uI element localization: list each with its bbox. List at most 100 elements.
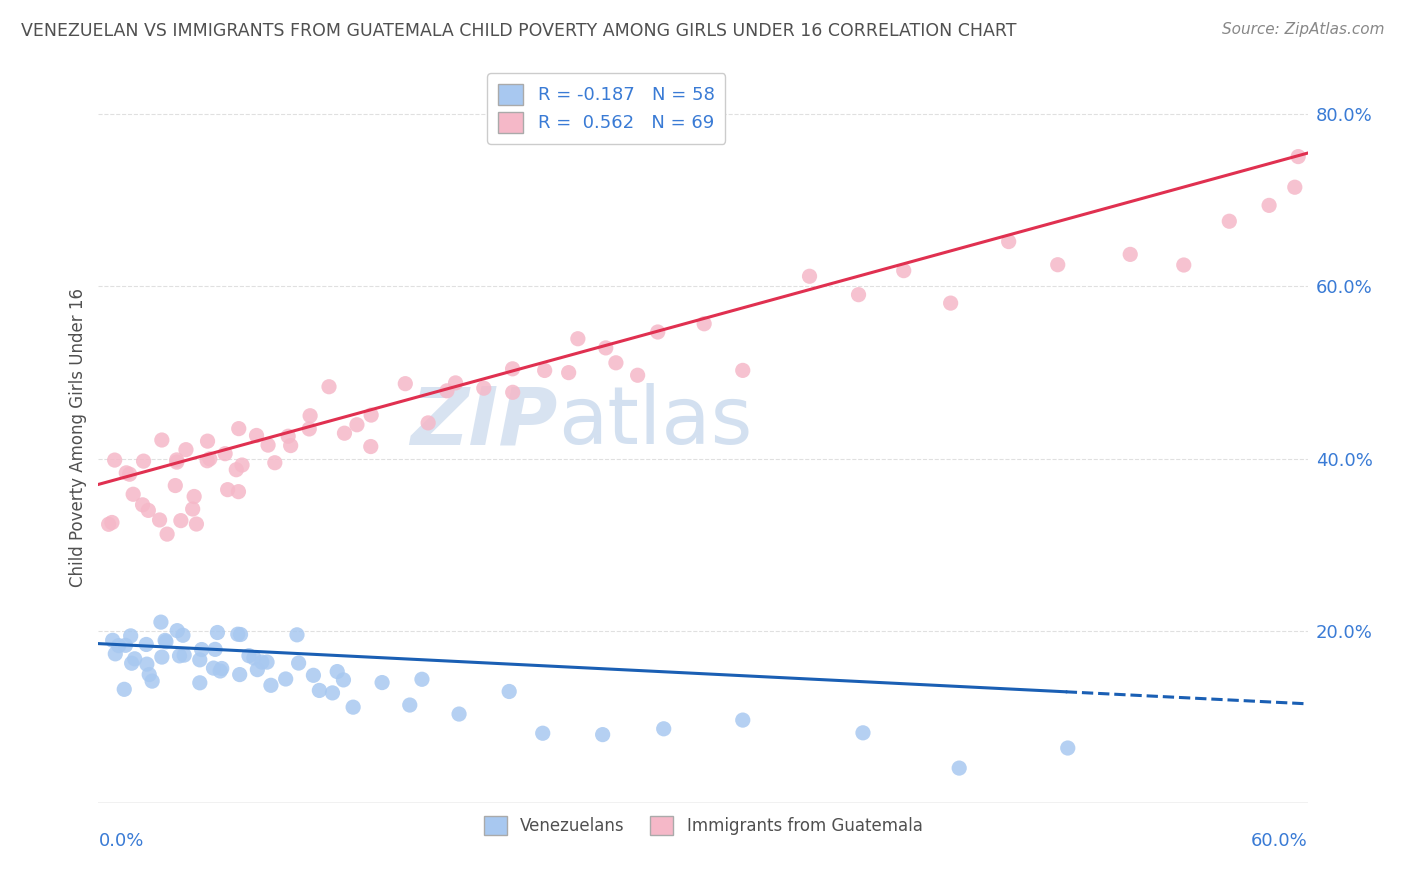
Point (333, 426, 356, 441)
Point (170, 514, 193, 528)
Point (229, 627, 252, 641)
Point (298, 422, 321, 436)
Point (166, 455, 188, 469)
Point (1286, 150, 1309, 164)
Point (318, 380, 340, 394)
Point (165, 478, 187, 492)
Point (231, 458, 253, 472)
Point (360, 440, 382, 454)
Point (302, 668, 325, 682)
Point (299, 409, 322, 423)
Point (135, 657, 157, 672)
Point (1218, 214, 1240, 228)
Point (217, 483, 239, 497)
Point (141, 674, 163, 689)
Point (112, 682, 135, 697)
Text: 0.0%: 0.0% (98, 832, 143, 850)
Point (138, 503, 160, 517)
Point (166, 453, 188, 467)
Point (557, 366, 579, 380)
Text: VENEZUELAN VS IMMIGRANTS FROM GUATEMALA CHILD POVERTY AMONG GIRLS UNDER 16 CORRE: VENEZUELAN VS IMMIGRANTS FROM GUATEMALA … (21, 22, 1017, 40)
Point (114, 638, 136, 652)
Point (195, 454, 218, 468)
Point (848, 287, 870, 301)
Point (172, 628, 194, 642)
Point (250, 655, 273, 669)
Point (228, 422, 250, 436)
Point (605, 356, 627, 370)
Point (190, 642, 212, 657)
Point (997, 235, 1019, 249)
Point (202, 661, 225, 675)
Point (132, 454, 155, 468)
Point (101, 633, 124, 648)
Point (472, 381, 495, 395)
Point (97, 517, 120, 532)
Point (121, 657, 143, 671)
Point (326, 665, 349, 679)
Point (567, 332, 589, 346)
Point (346, 417, 368, 432)
Point (204, 642, 226, 657)
Point (592, 728, 614, 742)
Point (595, 341, 617, 355)
Point (198, 451, 221, 466)
Point (183, 490, 205, 504)
Point (731, 363, 754, 377)
Point (444, 376, 467, 390)
Point (228, 484, 250, 499)
Point (246, 663, 269, 677)
Point (274, 672, 297, 686)
Point (1046, 258, 1069, 272)
Point (498, 684, 520, 698)
Point (173, 648, 195, 662)
Point (893, 263, 915, 277)
Point (174, 442, 197, 457)
Point (150, 650, 173, 665)
Point (118, 467, 141, 482)
Text: atlas: atlas (558, 384, 752, 461)
Point (308, 683, 330, 698)
Point (211, 661, 233, 675)
Point (502, 361, 524, 376)
Point (360, 408, 382, 422)
Point (225, 463, 247, 477)
Point (228, 667, 250, 681)
Point (948, 761, 970, 775)
Point (131, 498, 153, 512)
Y-axis label: Child Poverty Among Girls Under 16: Child Poverty Among Girls Under 16 (69, 287, 87, 587)
Point (166, 624, 188, 638)
Point (627, 368, 650, 383)
Point (104, 647, 127, 661)
Point (226, 627, 249, 641)
Point (245, 428, 267, 442)
Point (731, 713, 754, 727)
Point (321, 686, 343, 700)
Point (101, 516, 124, 530)
Point (1119, 247, 1142, 261)
Point (207, 625, 229, 640)
Point (186, 516, 208, 531)
Point (153, 633, 176, 648)
Point (398, 698, 420, 712)
Point (342, 700, 364, 714)
Point (693, 317, 716, 331)
Point (652, 722, 675, 736)
Text: ZIP: ZIP (411, 384, 558, 461)
Point (156, 527, 179, 541)
Point (188, 653, 211, 667)
Point (1056, 741, 1078, 756)
Point (502, 385, 524, 400)
Point (214, 447, 236, 461)
Point (852, 726, 875, 740)
Text: Source: ZipAtlas.com: Source: ZipAtlas.com (1222, 22, 1385, 37)
Point (1173, 258, 1195, 272)
Point (107, 639, 129, 653)
Point (243, 651, 266, 665)
Point (197, 434, 219, 449)
Point (280, 439, 302, 453)
Point (533, 363, 555, 377)
Point (138, 667, 160, 681)
Point (799, 269, 821, 284)
Point (238, 648, 260, 663)
